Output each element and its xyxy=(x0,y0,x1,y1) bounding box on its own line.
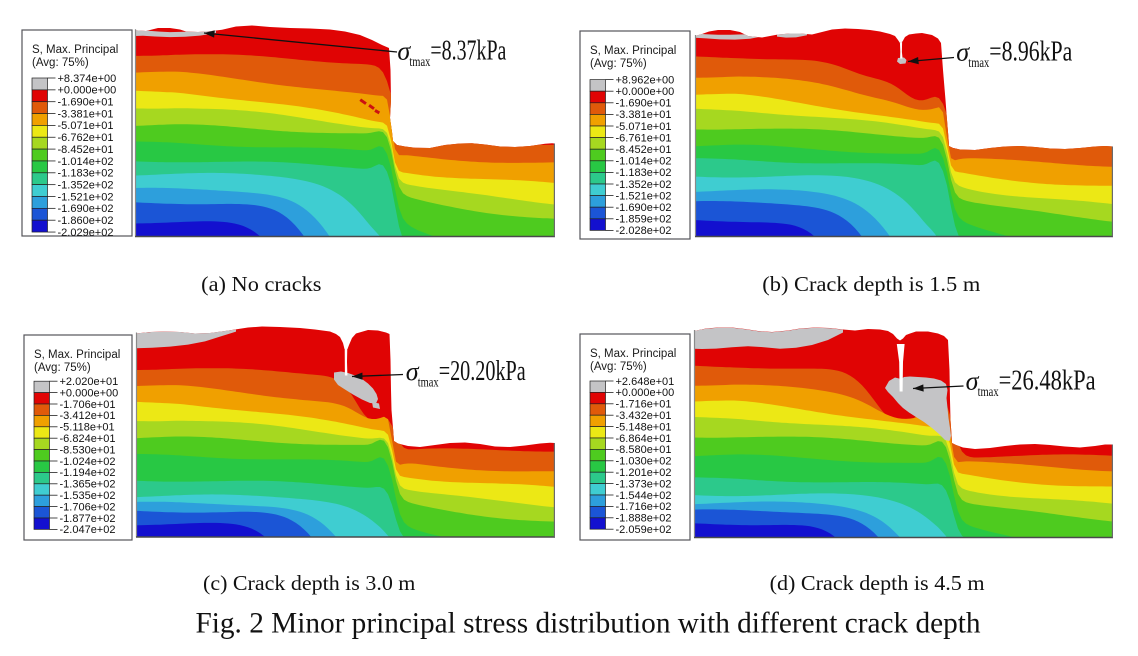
svg-text:-1.690e+02: -1.690e+02 xyxy=(58,203,114,215)
svg-text:-3.412e+01: -3.412e+01 xyxy=(60,410,116,422)
svg-text:tmax: tmax xyxy=(409,54,430,69)
svg-text:-3.381e+01: -3.381e+01 xyxy=(616,109,672,121)
svg-text:-1.183e+02: -1.183e+02 xyxy=(58,168,114,180)
svg-text:-6.824e+01: -6.824e+01 xyxy=(60,433,116,445)
svg-text:-1.544e+02: -1.544e+02 xyxy=(616,490,672,502)
svg-text:S, Max. Principal: S, Max. Principal xyxy=(32,44,118,56)
svg-text:tmax: tmax xyxy=(418,375,439,390)
svg-text:σ: σ xyxy=(956,38,970,67)
svg-text:+0.000e+00: +0.000e+00 xyxy=(60,387,119,399)
svg-text:-8.452e+01: -8.452e+01 xyxy=(616,144,672,156)
svg-text:σ: σ xyxy=(397,36,411,65)
svg-text:-2.059e+02: -2.059e+02 xyxy=(616,524,672,536)
svg-text:=8.96kPa: =8.96kPa xyxy=(989,37,1072,68)
svg-text:-5.118e+01: -5.118e+01 xyxy=(60,422,115,434)
svg-text:Fig. 2 Minor principal stress: Fig. 2 Minor principal stress distributi… xyxy=(196,607,981,640)
svg-text:S, Max. Principal: S, Max. Principal xyxy=(590,45,676,57)
svg-text:=20.20kPa: =20.20kPa xyxy=(439,356,526,387)
svg-text:-5.071e+01: -5.071e+01 xyxy=(616,121,672,133)
svg-text:-1.014e+02: -1.014e+02 xyxy=(58,156,114,168)
svg-text:-1.521e+02: -1.521e+02 xyxy=(58,191,114,203)
svg-text:-1.690e+01: -1.690e+01 xyxy=(616,98,672,110)
svg-text:-1.352e+02: -1.352e+02 xyxy=(58,179,114,191)
svg-text:-1.716e+01: -1.716e+01 xyxy=(616,399,672,411)
svg-text:(Avg: 75%): (Avg: 75%) xyxy=(32,57,89,69)
svg-text:-1.373e+02: -1.373e+02 xyxy=(616,478,672,490)
svg-text:=8.37kPa: =8.37kPa xyxy=(430,35,506,66)
svg-text:-1.194e+02: -1.194e+02 xyxy=(60,467,116,479)
svg-text:-8.580e+01: -8.580e+01 xyxy=(616,444,672,456)
svg-text:-3.381e+01: -3.381e+01 xyxy=(58,108,114,120)
svg-text:σ: σ xyxy=(966,367,980,396)
svg-text:-2.029e+02: -2.029e+02 xyxy=(58,227,114,239)
svg-text:+0.000e+00: +0.000e+00 xyxy=(616,86,675,98)
svg-text:-6.761e+01: -6.761e+01 xyxy=(616,132,672,144)
svg-text:-1.521e+02: -1.521e+02 xyxy=(616,190,672,202)
svg-text:-1.690e+01: -1.690e+01 xyxy=(58,97,114,109)
svg-text:-1.352e+02: -1.352e+02 xyxy=(616,179,672,191)
svg-text:(Avg: 75%): (Avg: 75%) xyxy=(34,362,91,374)
svg-text:-3.432e+01: -3.432e+01 xyxy=(616,410,672,422)
svg-text:(a) No cracks: (a) No cracks xyxy=(201,272,321,296)
svg-text:-1.888e+02: -1.888e+02 xyxy=(616,513,672,525)
svg-text:-1.030e+02: -1.030e+02 xyxy=(616,456,672,468)
svg-text:+2.020e+01: +2.020e+01 xyxy=(60,376,119,388)
svg-text:-1.859e+02: -1.859e+02 xyxy=(616,214,672,226)
svg-text:-1.706e+02: -1.706e+02 xyxy=(60,501,116,513)
svg-text:-2.047e+02: -2.047e+02 xyxy=(60,524,116,536)
svg-text:-6.864e+01: -6.864e+01 xyxy=(616,433,672,445)
svg-text:-1.860e+02: -1.860e+02 xyxy=(58,215,114,227)
svg-text:-2.028e+02: -2.028e+02 xyxy=(616,225,672,237)
svg-text:-1.365e+02: -1.365e+02 xyxy=(60,479,116,491)
svg-text:+2.648e+01: +2.648e+01 xyxy=(616,376,675,388)
svg-text:(c) Crack depth is 3.0 m: (c) Crack depth is 3.0 m xyxy=(203,571,416,595)
svg-text:-1.716e+02: -1.716e+02 xyxy=(616,501,672,513)
svg-text:-5.071e+01: -5.071e+01 xyxy=(58,120,114,132)
svg-text:-8.530e+01: -8.530e+01 xyxy=(60,444,116,456)
svg-text:-1.535e+02: -1.535e+02 xyxy=(60,490,116,502)
svg-text:+0.000e+00: +0.000e+00 xyxy=(58,85,117,97)
svg-text:-1.706e+01: -1.706e+01 xyxy=(60,399,116,411)
svg-text:-1.014e+02: -1.014e+02 xyxy=(616,156,672,168)
svg-text:(Avg: 75%): (Avg: 75%) xyxy=(590,58,647,70)
svg-text:tmax: tmax xyxy=(978,384,999,399)
svg-text:S, Max. Principal: S, Max. Principal xyxy=(590,348,676,360)
svg-text:+8.374e+00: +8.374e+00 xyxy=(58,73,117,85)
svg-text:(b) Crack depth is 1.5 m: (b) Crack depth is 1.5 m xyxy=(762,272,980,296)
svg-text:tmax: tmax xyxy=(968,55,989,70)
svg-text:+8.962e+00: +8.962e+00 xyxy=(616,74,675,86)
svg-text:S, Max. Principal: S, Max. Principal xyxy=(34,349,120,361)
svg-text:-1.024e+02: -1.024e+02 xyxy=(60,456,116,468)
svg-text:(d) Crack depth is 4.5 m: (d) Crack depth is 4.5 m xyxy=(770,571,985,595)
svg-text:-1.877e+02: -1.877e+02 xyxy=(60,513,116,525)
svg-text:-1.183e+02: -1.183e+02 xyxy=(616,167,672,179)
svg-text:=26.48kPa: =26.48kPa xyxy=(999,366,1096,397)
svg-text:-5.148e+01: -5.148e+01 xyxy=(616,421,672,433)
svg-text:-8.452e+01: -8.452e+01 xyxy=(58,144,114,156)
svg-text:+0.000e+00: +0.000e+00 xyxy=(616,387,675,399)
svg-text:σ: σ xyxy=(406,357,420,386)
svg-text:-1.201e+02: -1.201e+02 xyxy=(616,467,672,479)
svg-text:(Avg: 75%): (Avg: 75%) xyxy=(590,361,647,373)
svg-text:-1.690e+02: -1.690e+02 xyxy=(616,202,672,214)
svg-text:-6.762e+01: -6.762e+01 xyxy=(58,132,114,144)
